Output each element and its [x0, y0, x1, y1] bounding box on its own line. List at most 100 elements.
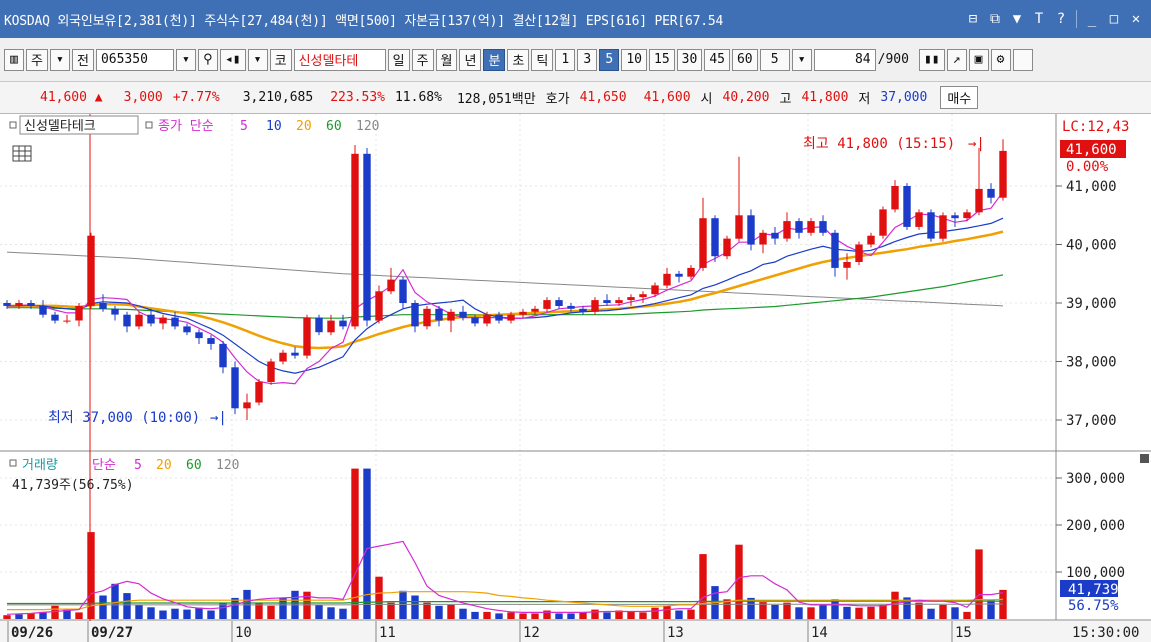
sound-dropdown-icon[interactable]: ▾: [247, 48, 268, 71]
toggle-checkbox[interactable]: [1012, 48, 1033, 71]
interval-15-button[interactable]: 15: [649, 48, 675, 71]
current-time-label: 15:30:00: [1072, 625, 1139, 641]
candle-body: [891, 186, 899, 210]
interval-dropdown-icon[interactable]: ▾: [791, 48, 812, 71]
save-icon[interactable]: ▣: [968, 48, 989, 71]
candle-body: [615, 300, 623, 303]
stock-code-input[interactable]: 065350: [95, 48, 174, 71]
vol-ma60-line: [7, 600, 1003, 605]
help-icon[interactable]: ?: [1056, 11, 1066, 27]
stock-name-field[interactable]: 신성델타테: [293, 48, 386, 71]
volume-bar: [99, 595, 107, 619]
price-change: 3,000: [123, 90, 163, 105]
volume-bar: [807, 607, 815, 620]
table-icon[interactable]: [12, 145, 32, 162]
sound-icon[interactable]: ◂▮: [219, 48, 246, 71]
interval-1-button[interactable]: 1: [555, 48, 576, 71]
volume-ma-lines: [6, 540, 1004, 615]
high-label: 고: [779, 92, 792, 107]
volume-bar: [135, 604, 143, 619]
ma-legend-toggle-icon[interactable]: [145, 121, 153, 129]
search-icon[interactable]: ⚲: [197, 48, 218, 71]
volume-bar: [483, 611, 491, 619]
period-day-button[interactable]: 일: [387, 48, 410, 71]
copy-icon[interactable]: ⧉: [990, 11, 1000, 27]
candle-body: [447, 311, 455, 321]
candle-body: [519, 311, 527, 315]
volume-bar: [219, 602, 227, 619]
volume-bar: [903, 597, 911, 619]
period-tick-button[interactable]: 틱: [531, 48, 554, 71]
period-week-button[interactable]: 주: [411, 48, 434, 71]
candle-body: [195, 332, 203, 339]
volume-bar: [507, 612, 515, 619]
period-minute-button[interactable]: 분: [483, 48, 506, 71]
interval-3-button[interactable]: 3: [577, 48, 598, 71]
title-bar: KOSDAQ 외국인보유[2,381(천)] 주식수[27,484(천)] 액면…: [0, 0, 1151, 38]
panel-close-icon[interactable]: [1140, 454, 1149, 463]
stock-chart[interactable]: 신성델타테크 종가 단순 5 10 20 60 120 최고 41,800 (1…: [0, 114, 1151, 642]
volume-bar: [615, 610, 623, 619]
count-input[interactable]: 84: [813, 48, 876, 71]
code-dropdown-icon[interactable]: ▾: [175, 48, 196, 71]
candle-body: [903, 186, 911, 227]
interval-45-button[interactable]: 45: [704, 48, 730, 71]
volume-bar: [159, 610, 167, 619]
settings-icon[interactable]: ⚙: [990, 48, 1011, 71]
market-dropdown-icon[interactable]: ▾: [49, 48, 70, 71]
stock-name-box: [19, 115, 139, 135]
volume-bar: [411, 595, 419, 619]
buy-button[interactable]: 매수: [940, 86, 979, 109]
prev-button[interactable]: 전: [71, 48, 94, 71]
candle-body: [531, 308, 539, 312]
candle-body: [171, 317, 179, 327]
interval-30-button[interactable]: 30: [676, 48, 703, 71]
interval-10-button[interactable]: 10: [621, 48, 647, 71]
period-year-button[interactable]: 년: [459, 48, 482, 71]
volume-legend-toggle-icon[interactable]: [9, 459, 17, 467]
indicator-icon[interactable]: ↗: [946, 48, 967, 71]
volume-bar: [759, 602, 767, 619]
volume-label: 거래량: [22, 458, 58, 473]
candle-body: [27, 303, 35, 306]
candle-body: [471, 317, 479, 324]
maximize-icon[interactable]: □: [1109, 11, 1119, 27]
chart-type-icon[interactable]: ▮▮: [918, 48, 945, 71]
low-price: 37,000: [880, 90, 928, 105]
close-icon[interactable]: ✕: [1131, 11, 1141, 27]
candle-body: [879, 209, 887, 236]
volume-bar: [831, 599, 839, 619]
volume-bar: [735, 544, 743, 619]
quote-bar: 41,600 ▲ 3,000 +7.77% 3,210,685 223.53% …: [0, 82, 1151, 114]
candle-body: [459, 311, 467, 318]
candle-body: [495, 314, 503, 321]
period-second-button[interactable]: 초: [507, 48, 530, 71]
minimize-icon[interactable]: _: [1087, 11, 1097, 27]
turnover-ratio: 11.68%: [394, 90, 442, 105]
ma120-legend: 120: [356, 119, 379, 134]
legend-toggle-icon[interactable]: [9, 121, 17, 129]
window-mode-icon[interactable]: ⊟: [968, 11, 978, 27]
high-annotation: 최고 41,800 (15:15): [803, 136, 955, 152]
up-arrow-icon: ▲: [94, 90, 103, 105]
volume-bar: [255, 602, 263, 619]
lc-label: LC:12,43: [1062, 119, 1129, 135]
interval-5-button[interactable]: 5: [599, 48, 620, 71]
candle-body: [567, 305, 575, 309]
candle-body: [363, 153, 371, 321]
vol-ma20-line: [7, 591, 1004, 611]
candle-body: [315, 317, 323, 333]
font-icon[interactable]: T: [1034, 11, 1044, 27]
menu-icon[interactable]: ▥: [4, 48, 24, 71]
period-month-button[interactable]: 월: [435, 48, 458, 71]
market-select[interactable]: 주: [26, 48, 48, 71]
interval-select[interactable]: 5: [759, 48, 790, 71]
pin-icon[interactable]: ▼: [1012, 11, 1022, 27]
interval-60-button[interactable]: 60: [731, 48, 758, 71]
candle-body: [411, 303, 419, 327]
market-prefix-label: 코: [269, 48, 292, 71]
candlestick-series: [3, 139, 1007, 420]
candle-body: [855, 244, 863, 262]
volume-bar: [147, 607, 155, 620]
current-change-pct: 0.00%: [1066, 159, 1109, 175]
